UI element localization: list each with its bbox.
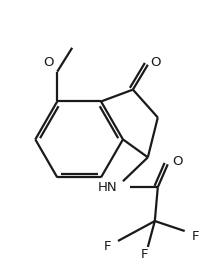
Text: F: F	[103, 240, 111, 254]
Text: HN: HN	[98, 181, 118, 194]
Text: O: O	[172, 155, 183, 168]
Text: F: F	[192, 230, 199, 244]
Text: O: O	[150, 56, 161, 69]
Text: O: O	[43, 56, 53, 69]
Text: F: F	[141, 249, 149, 261]
